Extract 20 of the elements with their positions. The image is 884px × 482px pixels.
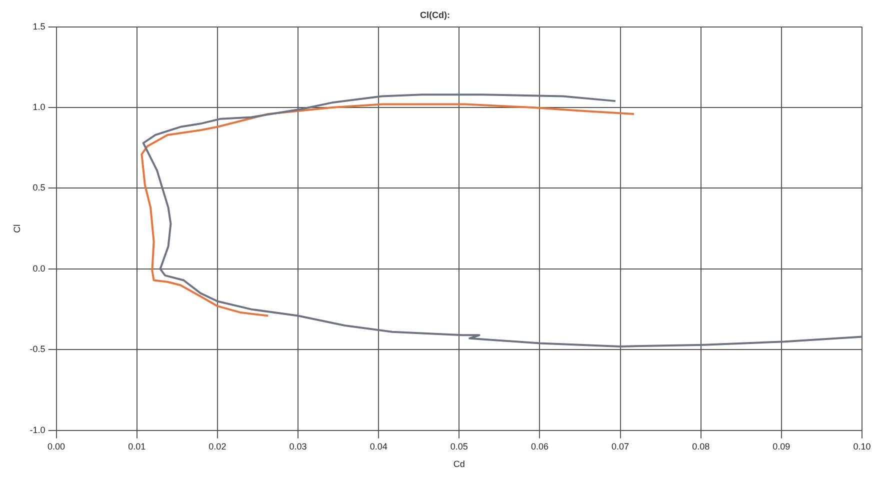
x-tick-label: 0.09 [772,441,790,452]
x-tick-label: 0.02 [208,441,226,452]
chart-title: Cl(Cd): [420,10,450,20]
x-tick-label: 0.07 [612,441,630,452]
y-tick-label: 1.5 [32,21,46,32]
x-tick-label: 0.10 [853,441,871,452]
x-tick-label: 0.01 [128,441,146,452]
x-tick-label: 0.03 [289,441,307,452]
x-tick-label: 0.00 [48,441,66,452]
y-tick-label: -0.5 [30,344,46,354]
y-axis-title: Cl [12,224,22,233]
x-tick-label: 0.08 [692,441,710,452]
x-tick-label: 0.06 [530,441,548,452]
y-tick-label: 0.5 [32,182,46,193]
y-tick-label: -1.0 [30,424,46,435]
x-tick-label: 0.04 [370,441,388,452]
y-tick-label: 1.0 [32,102,46,112]
y-tick-label: 0.0 [32,263,46,274]
x-tick-label: 0.05 [450,441,468,452]
x-axis-title: Cd [453,459,465,470]
